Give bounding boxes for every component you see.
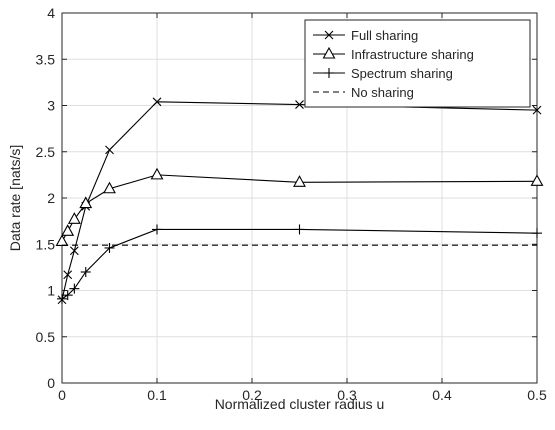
- y-tick-label: 4: [47, 5, 55, 21]
- series-2: [55, 167, 544, 247]
- x-tick-label: 0.4: [432, 387, 452, 403]
- y-tick-label: 2.5: [36, 144, 56, 160]
- series-line: [61, 228, 538, 300]
- legend: Full sharing Infrastructure sharing Spectr…: [304, 19, 531, 108]
- data-point-marker: [152, 97, 162, 107]
- legend-label: No sharing: [351, 85, 414, 100]
- series-3: [57, 224, 542, 304]
- data-point-marker: [61, 224, 75, 236]
- y-tick-label: 0: [47, 375, 55, 391]
- x-tick-label: 0.2: [242, 387, 262, 403]
- data-point-marker: [79, 196, 93, 209]
- data-point-marker: [530, 174, 544, 186]
- x-tick-label: 0.5: [527, 387, 547, 403]
- legend-label: Spectrum sharing: [351, 66, 453, 81]
- data-point-marker: [57, 293, 67, 304]
- data-point-marker: [532, 228, 542, 239]
- legend-label: Infrastructure sharing: [351, 47, 474, 62]
- series-1: [57, 97, 542, 305]
- data-point-marker: [294, 224, 305, 235]
- y-tick-label: 0.5: [36, 329, 56, 345]
- series-line: [61, 101, 538, 300]
- data-point-marker: [295, 100, 304, 109]
- legend-marker: [324, 30, 334, 40]
- data-point-marker: [150, 167, 164, 180]
- data-point-marker: [63, 270, 73, 280]
- data-point-marker: [104, 242, 115, 253]
- data-point-marker: [62, 290, 73, 301]
- y-axis-title: Data rate [nats/s]: [7, 145, 23, 252]
- legend-marker: [322, 46, 336, 59]
- x-tick-label: 0.1: [147, 387, 167, 403]
- y-tick-label: 3.5: [36, 51, 56, 67]
- x-tick-label: 0: [58, 387, 66, 403]
- series-group: [55, 97, 544, 305]
- data-point-marker: [55, 234, 69, 247]
- axis-ticks: 0 0.1 0.2 0.3 0.4 0.5 0 0.5 1 1.5 2 2.5 3 3.5 4: [36, 5, 547, 403]
- data-point-marker: [532, 105, 542, 115]
- y-tick-label: 1.5: [36, 236, 56, 252]
- data-point-marker: [105, 145, 114, 155]
- y-tick-label: 1: [47, 283, 55, 299]
- data-point-marker: [67, 212, 81, 224]
- legend-entry: Infrastructure sharing: [313, 46, 474, 62]
- data-point-marker: [103, 181, 116, 194]
- y-tick-label: 2: [47, 190, 55, 206]
- data-point-marker: [69, 246, 79, 256]
- legend-entry: Spectrum sharing: [313, 66, 453, 81]
- legend-entry: Full sharing: [313, 28, 418, 43]
- legend-marker: [324, 68, 334, 78]
- x-axis-title: Normalized cluster radius u: [215, 396, 385, 412]
- data-point-marker: [293, 175, 306, 187]
- legend-entry: No sharing: [313, 85, 414, 100]
- legend-label: Full sharing: [351, 28, 418, 43]
- data-point-marker: [69, 283, 80, 294]
- y-tick-label: 3: [47, 98, 55, 114]
- data-point-marker: [80, 267, 91, 277]
- data-point-marker: [152, 224, 162, 235]
- x-tick-label: 0.3: [337, 387, 357, 403]
